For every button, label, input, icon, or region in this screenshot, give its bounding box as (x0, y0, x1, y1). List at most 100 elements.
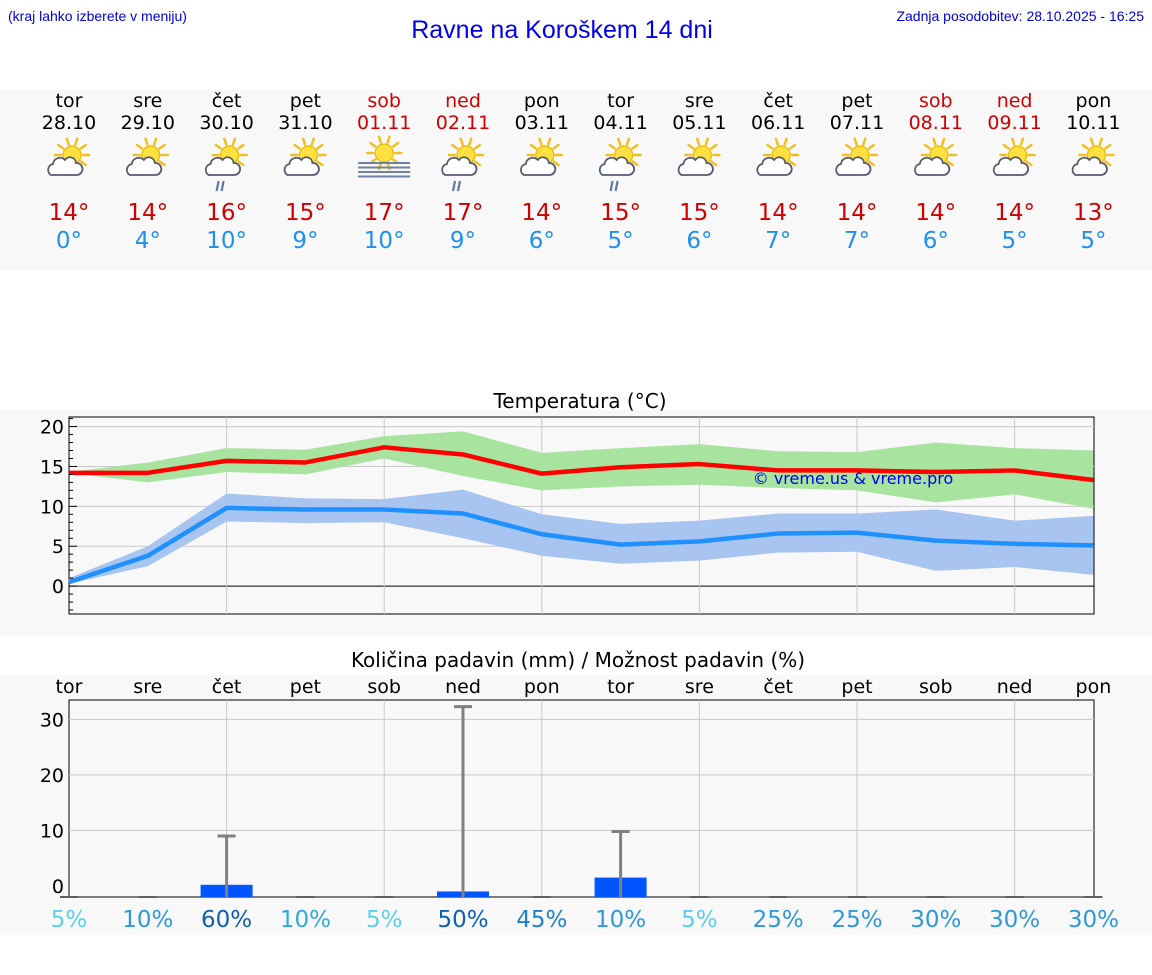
precip-day-label: sob (919, 676, 953, 698)
precip-bars (60, 705, 1103, 898)
day-min-temp: 0° (56, 228, 82, 254)
precip-y-axis: 0 10 20 30 (40, 709, 64, 897)
precip-day-label: pet (290, 676, 321, 698)
day-of-week: ned (997, 90, 1033, 112)
day-min-temp: 7° (765, 228, 791, 254)
temp-tick-label: 0 (52, 576, 64, 598)
day-date: 29.10 (121, 112, 175, 134)
day-date: 08.11 (909, 112, 963, 134)
day-date: 02.11 (436, 112, 490, 134)
sun-cloud-icon (835, 137, 879, 176)
day-min-temp: 6° (529, 228, 555, 254)
sun-cloud-icon (126, 137, 170, 176)
day-of-week: čet (212, 90, 242, 112)
precip-day-label: pet (841, 676, 872, 698)
precip-day-label: čet (763, 676, 793, 698)
precip-probability-row: 5% 10% 60% 10% 5% 50% 45% 10% 5% 25% 25% 30% 30% 30% (51, 907, 1119, 933)
precip-day-label: sre (133, 676, 162, 698)
day-max-temp: 13° (1073, 200, 1114, 226)
day-max-temp: 17° (443, 200, 484, 226)
day-date: 07.11 (830, 112, 884, 134)
sun-cloud-icon (756, 137, 800, 176)
day-min-temp: 10° (206, 228, 247, 254)
day-of-week: pet (290, 90, 321, 112)
day-min-temp: 10° (364, 228, 405, 254)
precip-probability: 25% (753, 907, 804, 933)
precip-day-label: ned (445, 676, 481, 698)
precip-day-label: sob (367, 676, 401, 698)
location-menu-note: (kraj lahko izberete v meniju) (8, 8, 187, 24)
precip-probability: 10% (280, 907, 331, 933)
precip-day-label: pon (524, 676, 560, 698)
day-max-temp: 14° (837, 200, 878, 226)
day-max-temp: 17° (364, 200, 405, 226)
day-min-temp: 9° (450, 228, 476, 254)
day-min-temp: 4° (135, 228, 161, 254)
day-of-week: tor (607, 90, 634, 112)
day-min-temp: 5° (608, 228, 634, 254)
day-date: 01.11 (357, 112, 411, 134)
precip-day-labels: tor sre čet pet sob ned pon tor sre čet pet sob ned p… (56, 676, 1112, 698)
precip-probability: 5% (681, 907, 718, 933)
daily-forecast-row: tor28.1014°0°sre29.1014°4°čet30.1016°10°… (42, 90, 1121, 254)
day-min-temp: 6° (686, 228, 712, 254)
precip-tick-label: 20 (40, 765, 64, 787)
day-max-temp: 15° (285, 200, 326, 226)
precip-probability: 10% (595, 907, 646, 933)
day-of-week: pon (524, 90, 560, 112)
sun-cloud-rain-icon (441, 137, 485, 192)
sun-cloud-icon (1071, 137, 1115, 176)
day-date: 03.11 (515, 112, 569, 134)
precip-plot-area (68, 699, 1095, 898)
precip-day-label: čet (212, 676, 242, 698)
day-of-week: sob (367, 90, 401, 112)
temp-band-min (69, 489, 1094, 584)
day-max-temp: 15° (679, 200, 720, 226)
day-date: 05.11 (672, 112, 726, 134)
sun-cloud-icon (677, 137, 721, 176)
sun-cloud-icon (47, 137, 91, 176)
day-min-temp: 5° (1002, 228, 1028, 254)
day-of-week: pet (841, 90, 872, 112)
temperature-lines (68, 445, 1094, 585)
precip-day-label: tor (56, 676, 83, 698)
day-date: 28.10 (42, 112, 96, 134)
day-max-temp: 14° (49, 200, 90, 226)
precip-probability: 60% (201, 907, 252, 933)
day-max-temp: 14° (127, 200, 168, 226)
precip-probability: 5% (51, 907, 88, 933)
temp-line-min (68, 505, 1094, 585)
last-updated: Zadnja posodobitev: 28.10.2025 - 16:25 (896, 8, 1144, 24)
precip-tick-label: 0 (52, 876, 64, 898)
temp-tick-label: 5 (52, 536, 64, 558)
day-date: 31.10 (278, 112, 332, 134)
day-date: 10.11 (1066, 112, 1120, 134)
day-max-temp: 15° (600, 200, 641, 226)
temp-line-max (69, 445, 1094, 483)
day-of-week: sre (685, 90, 714, 112)
precip-probability: 30% (910, 907, 961, 933)
sun-cloud-rain-icon (204, 137, 248, 192)
day-min-temp: 9° (292, 228, 318, 254)
precip-probability: 30% (989, 907, 1040, 933)
day-of-week: pon (1076, 90, 1112, 112)
day-of-week: tor (56, 90, 83, 112)
precip-tick-label: 30 (40, 709, 64, 731)
day-max-temp: 14° (758, 200, 799, 226)
precip-day-label: ned (997, 676, 1033, 698)
sun-cloud-icon (520, 137, 564, 176)
precip-day-label: tor (607, 676, 634, 698)
day-of-week: sre (133, 90, 162, 112)
temperature-chart-title: Temperatura (°C) (492, 389, 666, 413)
precip-day-label: pon (1076, 676, 1112, 698)
day-date: 09.11 (987, 112, 1041, 134)
